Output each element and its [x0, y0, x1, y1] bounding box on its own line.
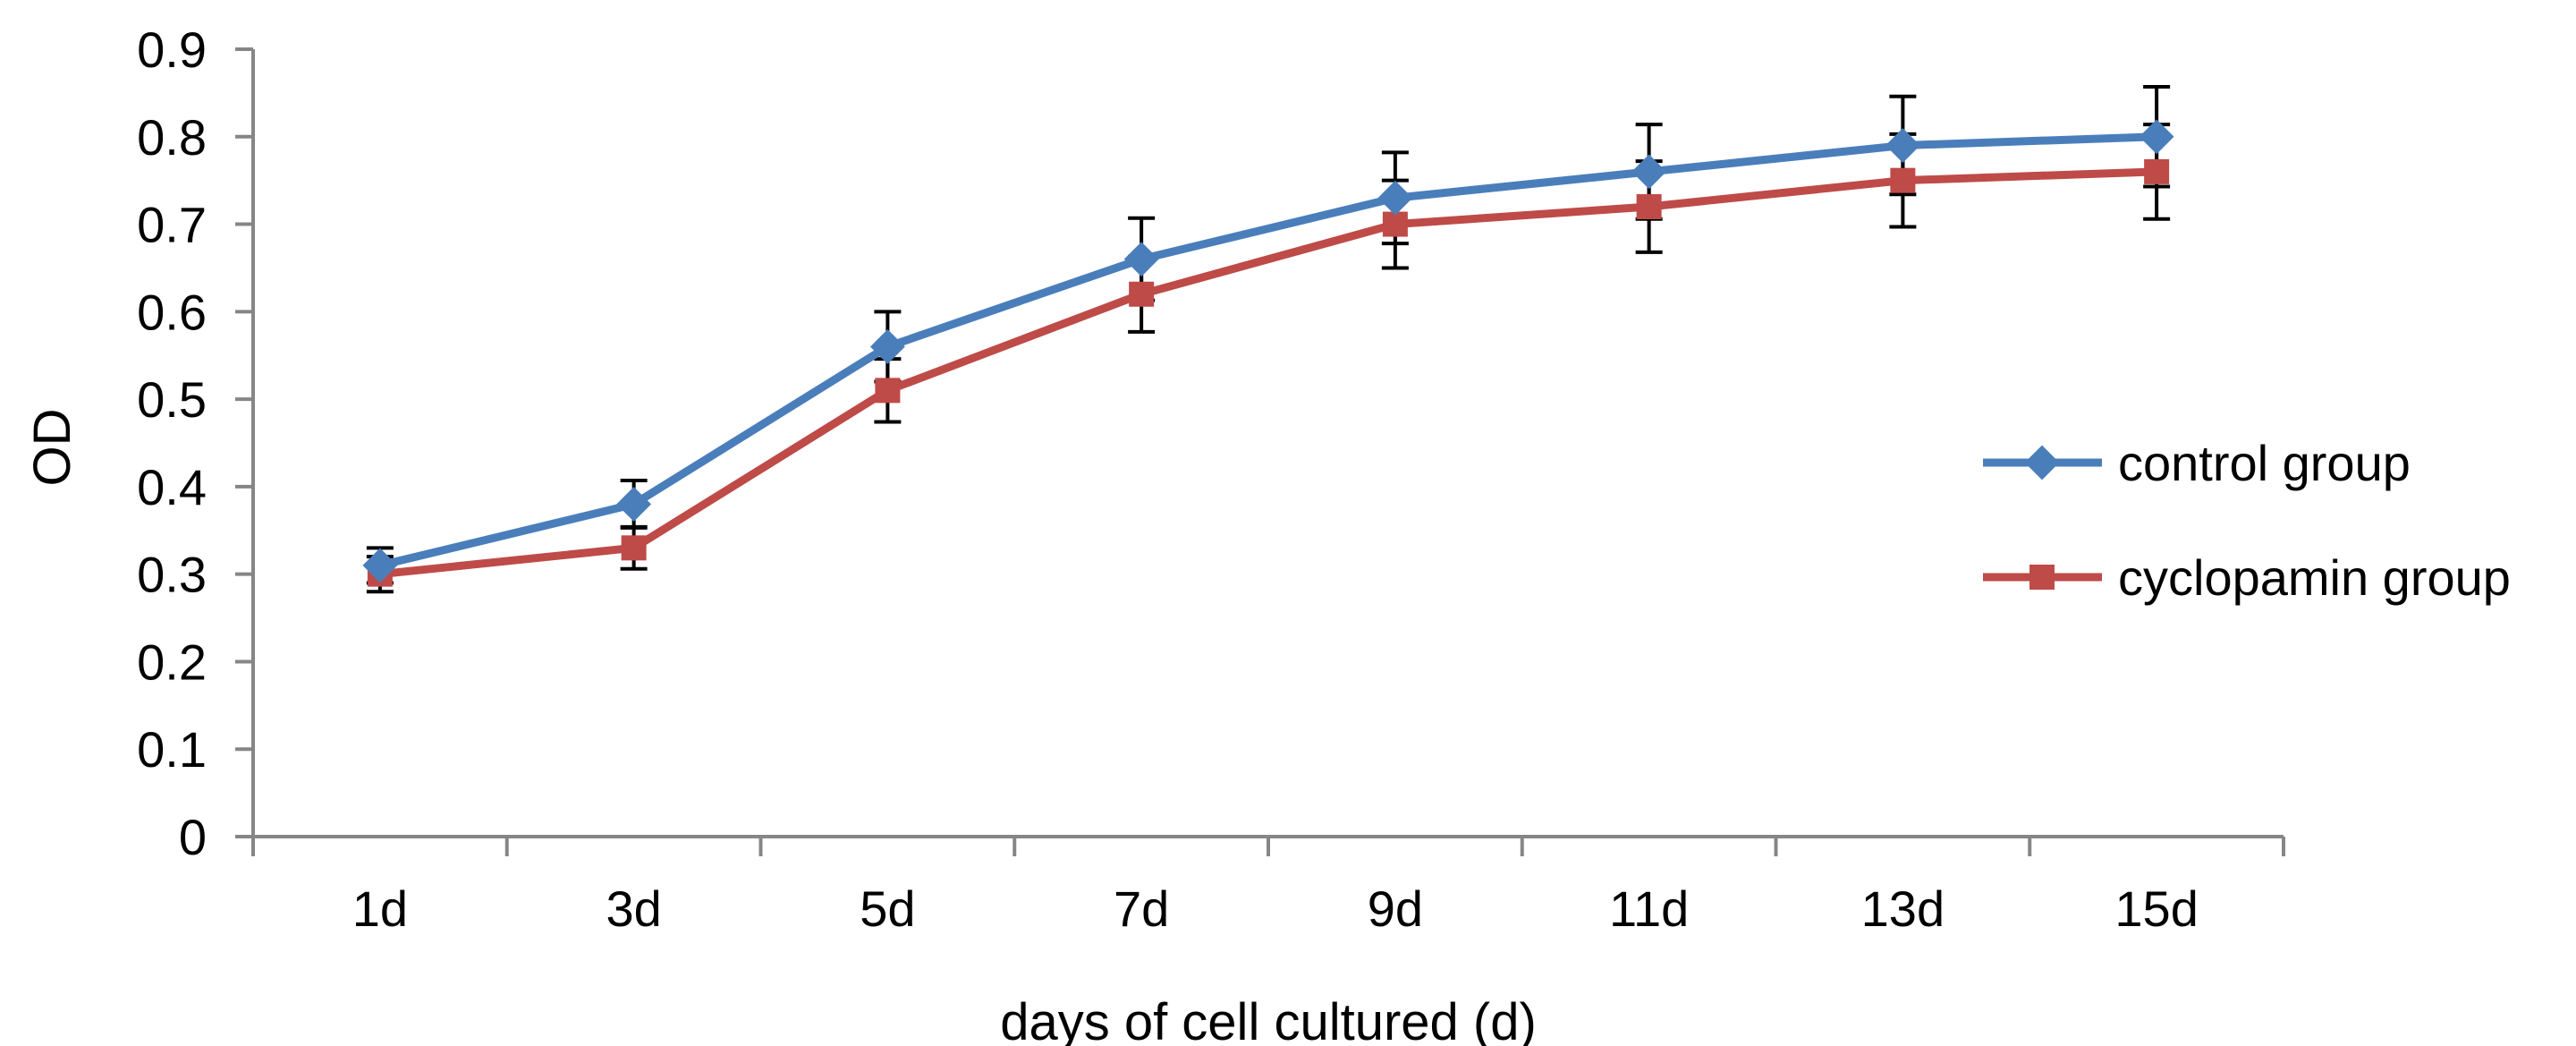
data-point-cyclopamin	[621, 535, 647, 561]
x-axis-title: days of cell cultured (d)	[1000, 993, 1537, 1046]
y-tick-label: 0.6	[137, 284, 207, 340]
series-markers	[362, 119, 2174, 587]
x-tick-label: 9d	[1368, 880, 1423, 937]
x-tick-label: 5d	[860, 880, 915, 937]
data-point-control	[616, 487, 652, 522]
series-line-control	[376, 132, 2161, 570]
x-tick-label: 15d	[2114, 880, 2198, 937]
data-point-control	[1631, 154, 1667, 190]
x-tick-labels: 1d 3d 5d 7d 9d 11d 13d 15d	[352, 880, 2199, 937]
data-point-cyclopamin	[1129, 281, 1155, 307]
y-tick-label: 0.4	[137, 459, 207, 515]
legend-label: cyclopamin group	[2118, 549, 2511, 606]
legend-label: control group	[2118, 435, 2411, 491]
x-tick-label: 11d	[1609, 880, 1689, 937]
data-point-cyclopamin	[1636, 194, 1662, 219]
data-point-cyclopamin	[1890, 167, 1916, 193]
y-axis-title: OD	[23, 409, 81, 487]
data-point-control	[362, 548, 398, 583]
y-tick-label: 0.2	[137, 634, 207, 690]
y-tick-label: 0.1	[137, 721, 207, 778]
y-tick-label: 0.8	[137, 109, 207, 166]
x-tick-label: 13d	[1861, 880, 1945, 937]
y-tick-label: 0.9	[137, 21, 207, 78]
data-point-control	[2139, 119, 2174, 155]
y-tick-label: 0.5	[137, 371, 207, 428]
x-tick-label: 3d	[606, 880, 661, 937]
data-point-cyclopamin	[875, 378, 901, 404]
data-point-cyclopamin	[1382, 211, 1408, 237]
y-tick-labels: 0 0.1 0.2 0.3 0.4 0.5 0.6 0.7 0.8 0.9	[137, 21, 207, 865]
data-point-control	[1123, 242, 1159, 277]
series-line-cyclopamin	[376, 167, 2161, 579]
x-tick-label: 1d	[352, 880, 408, 937]
legend-swatch-marker	[2029, 565, 2055, 590]
legend-swatch-marker	[2024, 445, 2060, 480]
y-tick-label: 0.3	[137, 547, 207, 603]
data-point-cyclopamin	[2144, 158, 2170, 184]
y-tick-label: 0	[179, 809, 207, 865]
data-point-control	[1885, 128, 1920, 163]
legend: control group cyclopamin group	[1983, 435, 2511, 606]
x-tick-label: 7d	[1114, 880, 1169, 937]
data-point-control	[1377, 180, 1413, 216]
y-tick-label: 0.7	[137, 197, 207, 253]
axes-group	[235, 47, 2285, 856]
series-lines	[376, 132, 2161, 579]
data-point-control	[869, 329, 905, 364]
